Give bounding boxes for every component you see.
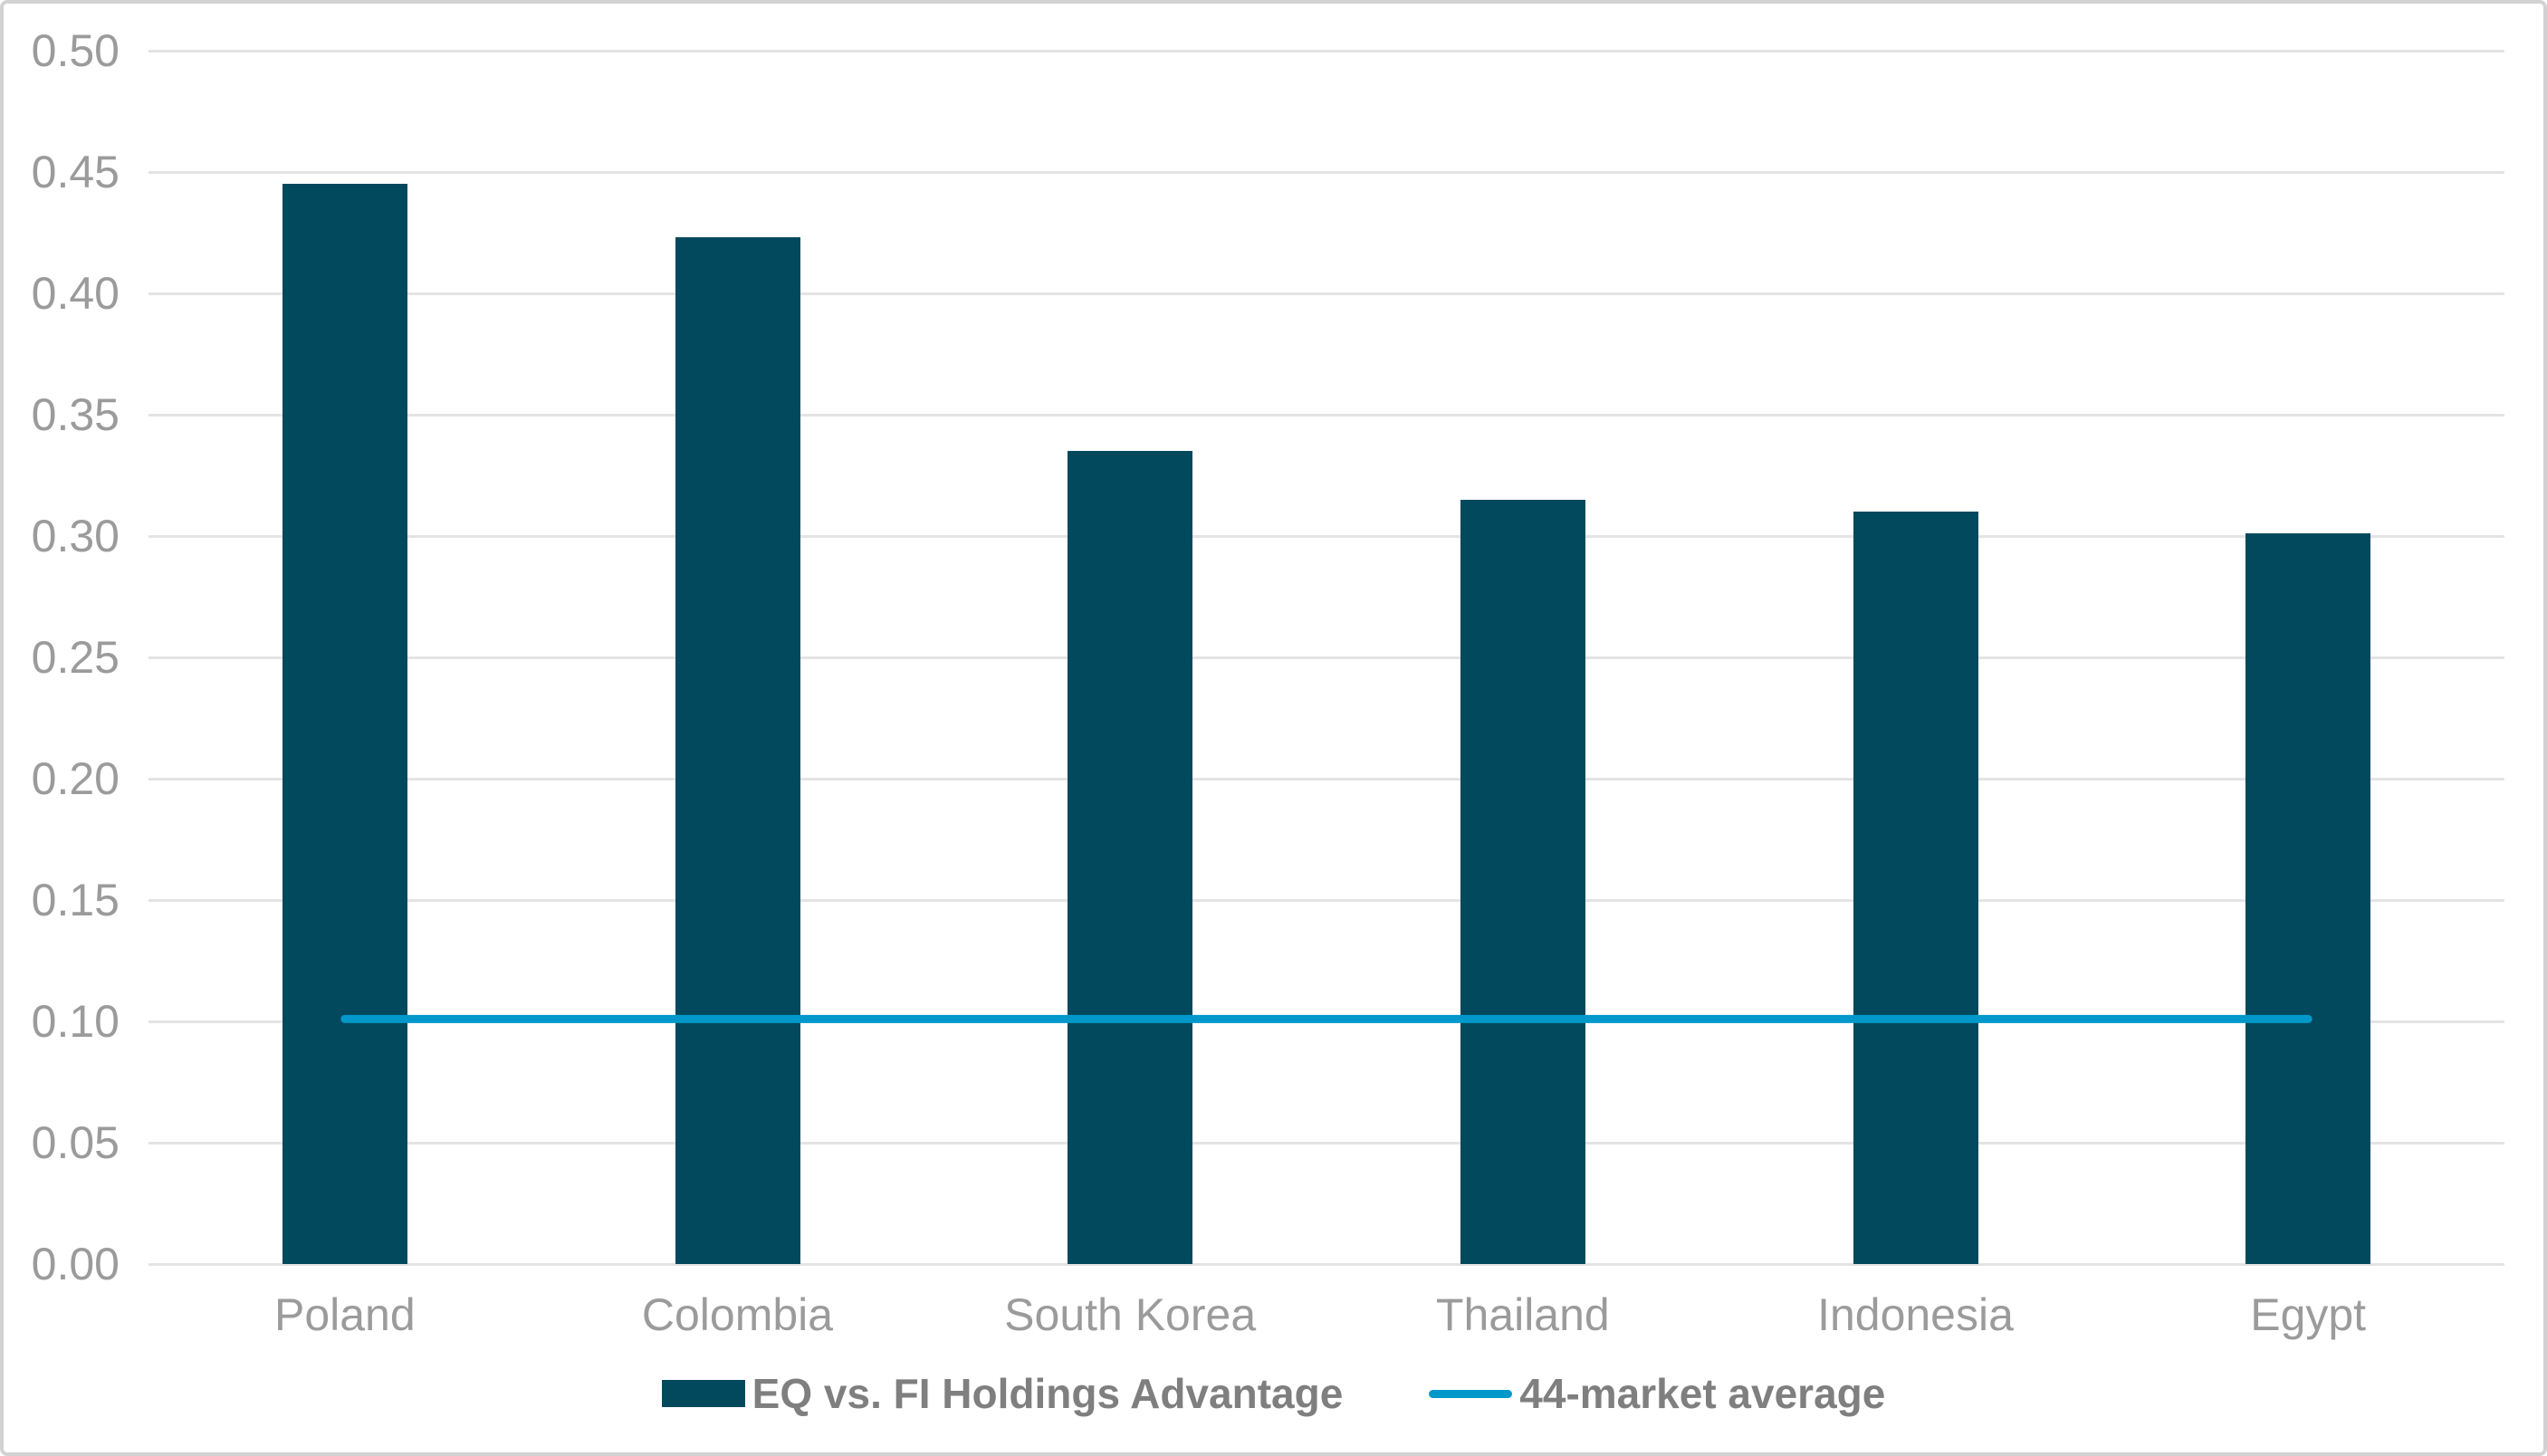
gridline (148, 777, 2504, 781)
legend-label-holdings-advantage: EQ vs. FI Holdings Advantage (752, 1370, 1344, 1417)
gridline (148, 656, 2504, 659)
gridline (148, 413, 2504, 417)
bar-indonesia (1853, 512, 1978, 1264)
gridline (148, 1262, 2504, 1266)
x-axis-label-egypt: Egypt (2250, 1289, 2367, 1340)
bar-series-swatch (661, 1380, 745, 1407)
gridline (148, 534, 2504, 538)
legend-item-holdings-advantage: EQ vs. FI Holdings Advantage (661, 1369, 1344, 1418)
legend: EQ vs. FI Holdings Advantage 44-market a… (4, 1369, 2543, 1418)
y-axis-tick-label: 0.15 (31, 875, 120, 925)
y-axis-tick-label: 0.30 (31, 511, 120, 561)
y-axis-tick-label: 0.10 (31, 996, 120, 1047)
x-axis-label-thailand: Thailand (1435, 1289, 1610, 1340)
y-axis-tick-label: 0.25 (31, 632, 120, 683)
bar-south-korea (1068, 451, 1193, 1264)
y-axis-tick-label: 0.00 (31, 1239, 120, 1289)
bar-egypt (2245, 533, 2371, 1264)
x-axis-label-poland: Poland (273, 1289, 416, 1340)
line-series-swatch (1429, 1389, 1513, 1398)
gridline (148, 292, 2504, 295)
bar-poland (282, 184, 407, 1264)
gridline (148, 1020, 2504, 1023)
y-axis-tick-label: 0.40 (31, 268, 120, 319)
x-axis-label-south-korea: South Korea (1004, 1289, 1257, 1340)
y-axis-tick-label: 0.35 (31, 389, 120, 440)
x-axis-label-colombia: Colombia (641, 1289, 834, 1340)
gridline (148, 898, 2504, 902)
legend-item-market-average: 44-market average (1429, 1369, 1885, 1418)
gridline (148, 49, 2504, 53)
bar-colombia (675, 237, 800, 1264)
y-axis-tick-label: 0.05 (31, 1117, 120, 1168)
bar-thailand (1460, 499, 1585, 1264)
y-axis-tick-label: 0.20 (31, 753, 120, 804)
y-axis-tick-label: 0.50 (31, 25, 120, 76)
legend-label-market-average: 44-market average (1519, 1370, 1886, 1417)
gridline (148, 1141, 2504, 1145)
x-axis-label-indonesia: Indonesia (1817, 1289, 2014, 1340)
gridline (148, 170, 2504, 174)
y-axis-tick-label: 0.45 (31, 147, 120, 197)
